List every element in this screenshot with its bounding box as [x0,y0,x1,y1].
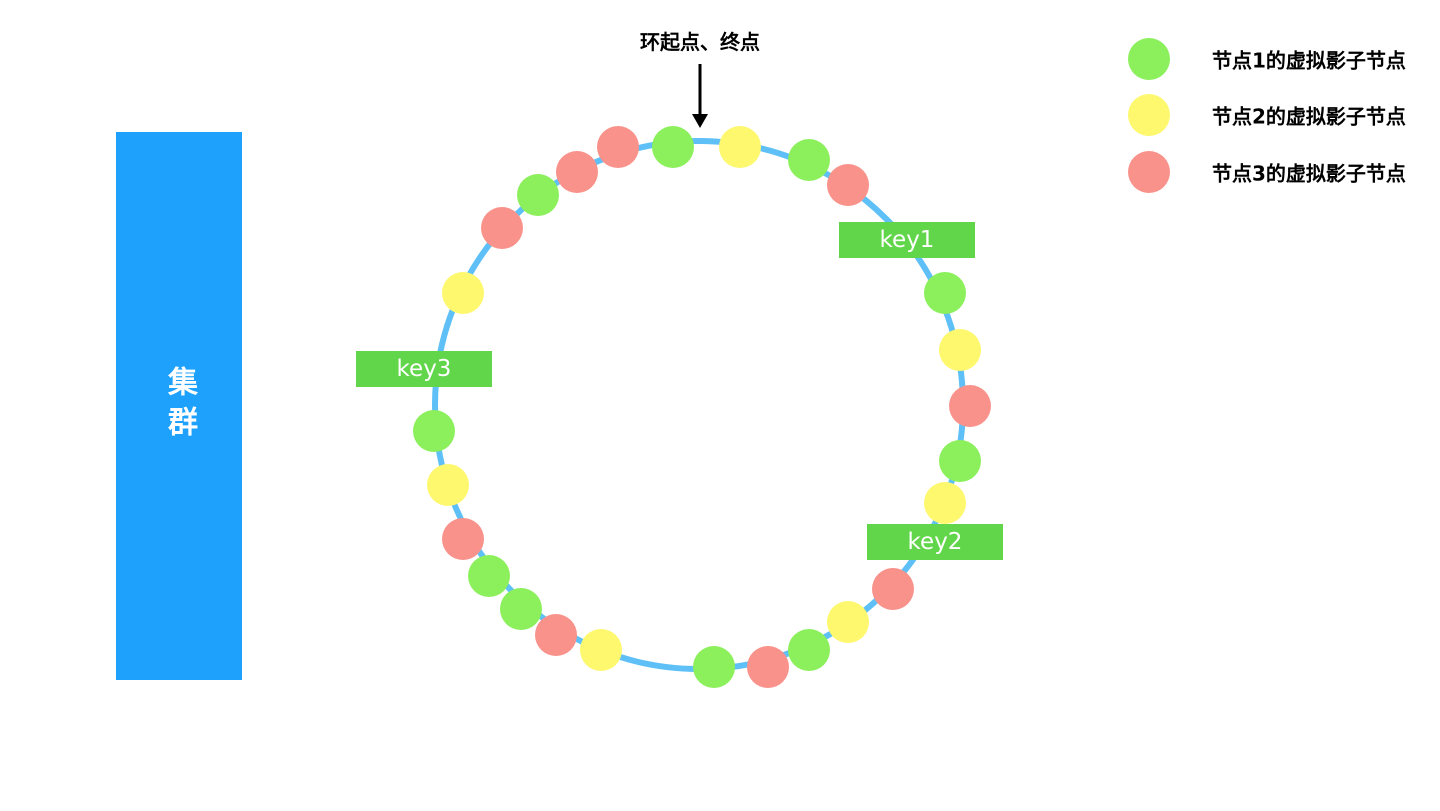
start-arrow-head [692,114,708,128]
virtual-node-1 [788,139,830,181]
virtual-node-3 [535,614,577,656]
virtual-node-2 [827,601,869,643]
legend-item-node1: 节点1的虚拟影子节点 [1128,37,1406,81]
cluster-label: 集群 [162,366,197,446]
legend-label-node3: 节点3的虚拟影子节点 [1212,161,1406,186]
virtual-node-3 [827,164,869,206]
virtual-node-3 [442,518,484,560]
legend-item-node3: 节点3的虚拟影子节点 [1128,150,1406,194]
key1-box: key1 [839,222,975,258]
virtual-node-2 [924,482,966,524]
virtual-node-2 [939,329,981,371]
virtual-node-1 [500,588,542,630]
legend-dot-node1 [1128,38,1170,80]
virtual-node-3 [556,151,598,193]
virtual-node-3 [747,646,789,688]
virtual-node-1 [788,629,830,671]
legend-item-node2: 节点2的虚拟影子节点 [1128,93,1406,137]
ring-start-end-label: 环起点、终点 [640,30,760,54]
virtual-node-2 [442,272,484,314]
virtual-node-1 [693,646,735,688]
virtual-node-3 [949,385,991,427]
virtual-node-2 [427,464,469,506]
virtual-node-3 [872,568,914,610]
virtual-node-2 [719,126,761,168]
virtual-node-3 [597,126,639,168]
legend-label-node1: 节点1的虚拟影子节点 [1212,48,1406,73]
legend-label-node2: 节点2的虚拟影子节点 [1212,104,1406,129]
key3-box: key3 [356,351,492,387]
key2-box: key2 [867,524,1003,560]
legend-dot-node2 [1128,94,1170,136]
virtual-node-2 [580,629,622,671]
cluster-bar: 集群 [116,132,242,680]
virtual-node-1 [924,272,966,314]
legend-dot-node3 [1128,151,1170,193]
virtual-node-1 [413,410,455,452]
virtual-node-3 [481,207,523,249]
virtual-node-1 [468,555,510,597]
virtual-nodes [413,126,991,688]
virtual-node-1 [939,440,981,482]
virtual-node-1 [517,174,559,216]
virtual-node-1 [652,126,694,168]
